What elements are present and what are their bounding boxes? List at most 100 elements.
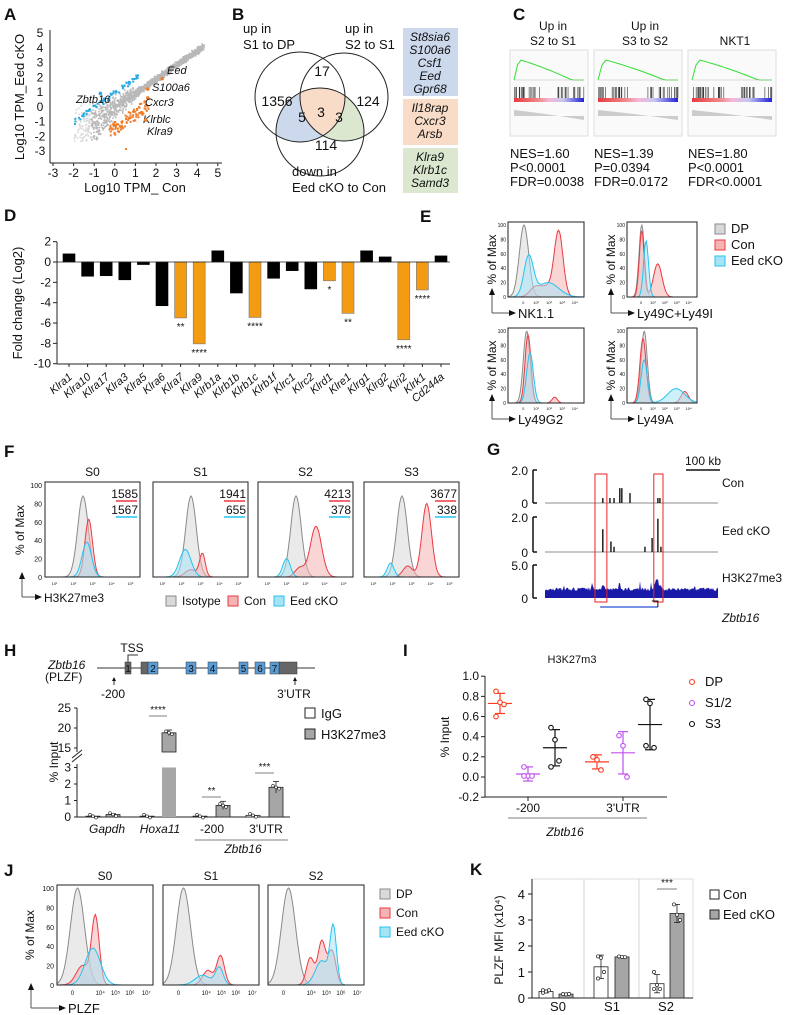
track-label: Con <box>722 476 744 490</box>
data-point <box>86 114 88 117</box>
up-point <box>125 82 128 85</box>
plot-frame <box>363 481 460 578</box>
data-point <box>188 56 191 59</box>
bar-Eed cKO <box>669 913 685 999</box>
chip-bar-chart: 0 1 2 3 15 20 25 % Input Gapdh Hoxa11 **** -200 ** 3'… <box>47 701 386 856</box>
down-point <box>114 133 117 136</box>
gsea-frame <box>687 49 777 137</box>
arrow-head-icon <box>489 288 495 295</box>
data-point <box>106 120 109 123</box>
x-tick-label: 10⁵ <box>340 581 346 586</box>
data-point <box>132 96 134 98</box>
x-tick-label: 10¹ <box>533 300 539 305</box>
axis-label: Ly49C+Ly49I <box>637 306 713 321</box>
data-point <box>95 138 98 141</box>
data-point <box>117 111 120 113</box>
y-tick-label: 20 <box>619 387 625 393</box>
data-point <box>81 137 83 140</box>
data-point <box>162 74 164 76</box>
data-point <box>119 92 121 95</box>
data-point <box>179 64 182 66</box>
plot-frame <box>257 481 354 578</box>
data-point <box>116 113 119 116</box>
data-point <box>153 80 156 83</box>
data-point <box>88 127 91 130</box>
data-point <box>138 86 140 88</box>
data-point <box>112 111 114 113</box>
data-point <box>86 132 89 135</box>
data-point <box>197 53 200 56</box>
y-tick-label: 1 <box>518 965 525 980</box>
mfi-con: 1941 <box>219 487 246 501</box>
signal-peak <box>621 488 623 503</box>
x-tick-label: 10³ <box>90 581 96 586</box>
data-point <box>77 107 80 110</box>
data-point <box>93 115 96 118</box>
data-point <box>124 99 127 101</box>
down-point <box>112 125 115 128</box>
bar-Klrd1 <box>323 261 336 282</box>
y-tick-label: 20 <box>500 387 506 393</box>
y-tick-label: 0 <box>503 295 506 301</box>
histogram-Ly49G2: 0 20 40 60 80 100 0 10¹ 10² 10³ 10⁴ % of Max Ly49G2 <box>485 327 585 427</box>
plot-frame <box>531 878 694 999</box>
y-tick-label: -6 <box>40 316 51 330</box>
up-point <box>96 102 99 105</box>
up-point <box>74 117 77 120</box>
data-point <box>129 90 131 93</box>
data-point <box>123 105 126 108</box>
down-point <box>114 127 117 130</box>
data-point <box>73 140 76 142</box>
data-point <box>172 69 174 71</box>
gsea-title: Up in <box>631 19 659 33</box>
up-point <box>118 91 121 94</box>
data-point <box>196 49 198 51</box>
data-point <box>122 100 125 103</box>
down-point <box>118 130 121 133</box>
data-point <box>114 113 117 116</box>
data-point <box>188 53 191 56</box>
signal-peak <box>602 498 604 503</box>
data-point <box>91 125 94 127</box>
data-point <box>138 87 141 89</box>
panel-label-I: I <box>403 641 408 660</box>
data-point <box>171 65 173 68</box>
data-point <box>154 75 156 78</box>
y-tick-label: -10 <box>34 357 52 371</box>
replicate-point <box>277 787 281 791</box>
data-point <box>100 107 102 110</box>
ranked-metric <box>514 110 584 120</box>
x-tick-label: 10⁴ <box>321 581 327 586</box>
data-point <box>89 118 91 120</box>
bar-Klrb1f <box>267 261 280 279</box>
x-tick-label: 10³ <box>559 300 565 305</box>
replicate-point <box>148 815 152 820</box>
data-point <box>194 49 196 52</box>
data-point <box>125 94 128 96</box>
gene-label: Zbtb16 <box>75 94 111 106</box>
data-point <box>189 55 191 58</box>
track-Con: 2.0 0 Con <box>511 464 744 511</box>
data-point <box>156 74 159 76</box>
data-point <box>94 110 97 112</box>
data-point <box>168 68 171 71</box>
group-label: Zbtb16 <box>545 825 584 839</box>
data-point <box>96 137 99 139</box>
data-point <box>86 117 89 120</box>
exon-number: 2 <box>150 664 156 675</box>
data-point <box>126 98 128 101</box>
data-point <box>112 102 115 104</box>
data-point <box>122 95 124 98</box>
data-point <box>79 127 81 129</box>
data-point <box>122 95 125 97</box>
signal-peak <box>613 546 615 552</box>
data-point <box>187 55 190 57</box>
x-tick-label: 10⁵ <box>446 581 452 586</box>
data-point <box>103 112 106 115</box>
category-label: Hoxa11 <box>140 822 180 836</box>
legend-label: Eed cKO <box>731 253 783 268</box>
x-tick-label: 10³ <box>303 581 309 586</box>
data-point <box>96 127 98 130</box>
